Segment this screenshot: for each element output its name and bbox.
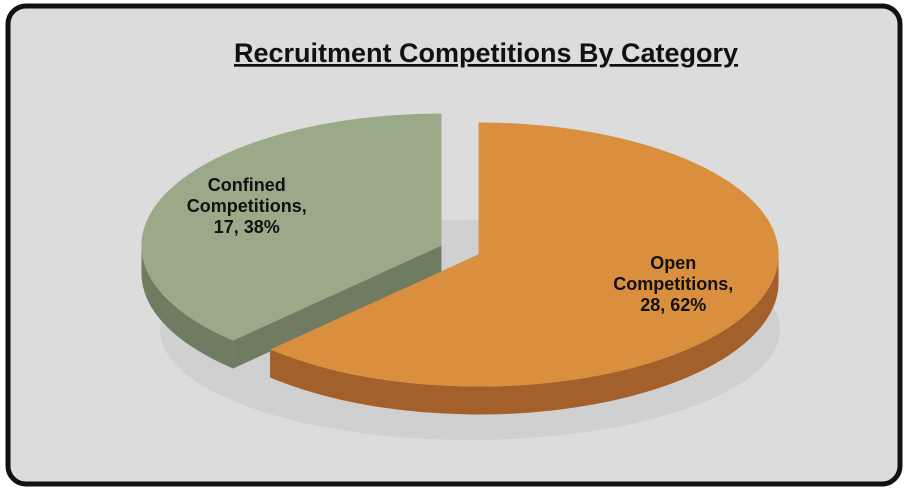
data-label-line: Open (650, 253, 696, 273)
slice-side (270, 254, 779, 415)
data-label: Confined Competitions, 17, 38% (187, 175, 307, 237)
data-label: Open Competitions, 28, 62% (613, 253, 733, 315)
slice (141, 113, 442, 341)
slice (270, 122, 779, 387)
data-label-line: Competitions, (187, 196, 307, 216)
data-label-line: Confined (208, 175, 286, 195)
data-label-line: 17, 38% (214, 217, 280, 237)
chart-title: Recruitment Competitions By Category (234, 38, 738, 68)
slice-side (141, 245, 234, 369)
data-label-line: Competitions, (613, 274, 733, 294)
data-label-line: 28, 62% (640, 295, 706, 315)
slice-wall (233, 245, 442, 369)
